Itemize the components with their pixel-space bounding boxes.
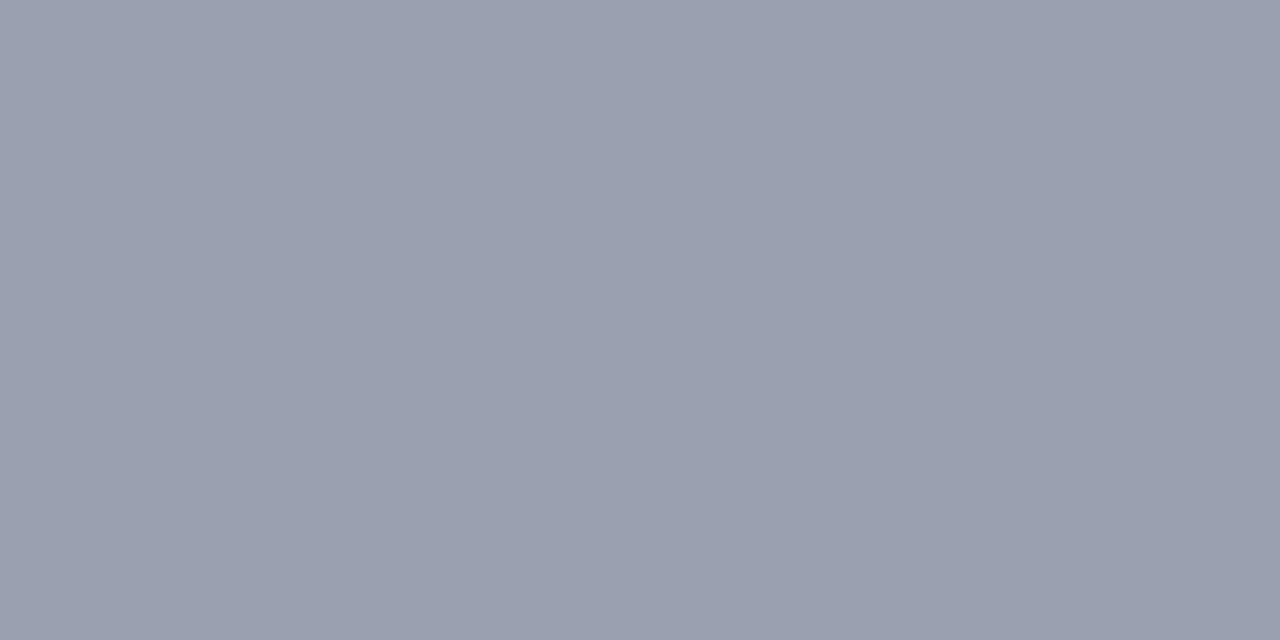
temperature-heatmap-canvas [0,0,1280,640]
global-temperature-map-view: Global Surface Air Temperature [0,0,1280,640]
latitude-base-gradient [0,0,1280,640]
